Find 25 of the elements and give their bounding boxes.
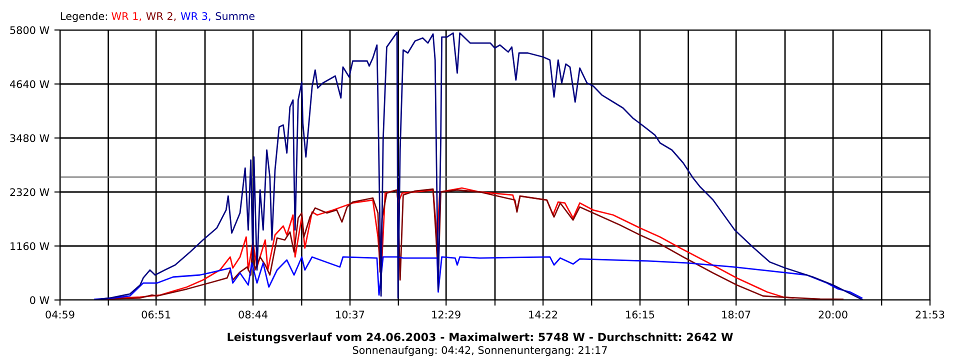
text: Sonnenaufgang: 04:42, Sonnenuntergang: 21:17: [352, 346, 607, 356]
line-series: [94, 256, 863, 300]
text: WR 3,: [180, 12, 210, 22]
y-tick-label: 5800 W: [10, 26, 50, 34]
y-tick-label: 1160 W: [10, 242, 50, 250]
x-tick-label: 10:37: [336, 310, 364, 318]
y-tick-label: 2320 W: [10, 188, 50, 196]
text: Summe: [216, 12, 254, 20]
line-series: [94, 32, 864, 300]
x-tick-label: 20:00: [818, 310, 848, 318]
x-tick-label: 21:53: [916, 310, 944, 318]
x-tick-label: 06:51: [142, 310, 170, 318]
legend-title: Legende:: [61, 12, 107, 22]
x-tick-label: 18:07: [722, 310, 750, 318]
text: WR 1,: [112, 12, 142, 22]
x-tick-label: 14:22: [529, 310, 558, 318]
text: WR 2,: [146, 12, 176, 22]
y-tick-label: 3480 W: [10, 134, 50, 142]
y-tick-label: 4640 W: [10, 80, 50, 88]
x-tick-label: 12:29: [432, 310, 460, 318]
x-tick-label: 16:15: [626, 310, 654, 318]
x-tick-label: 08:44: [238, 310, 268, 318]
x-tick-label: 04:59: [46, 310, 74, 318]
text: Leistungsverlauf vom 24.06.2003 - Maximalwert: 5748 W - Durchschnitt: 2642 W: [228, 332, 733, 344]
y-tick-label: 0 W: [30, 296, 50, 304]
